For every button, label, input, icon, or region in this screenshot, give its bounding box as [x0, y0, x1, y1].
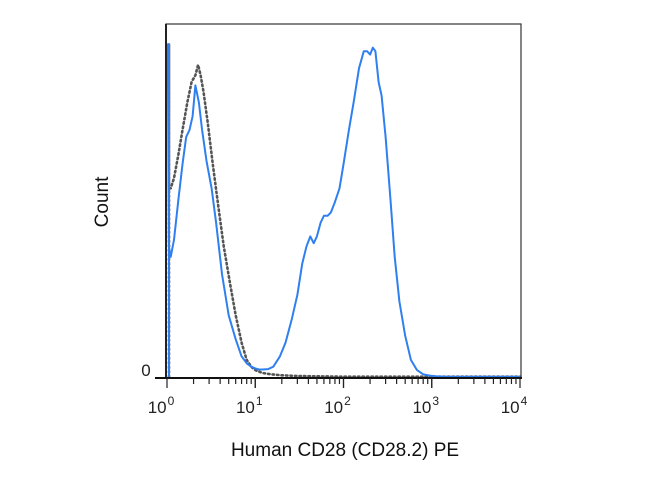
plot-frame	[165, 23, 522, 379]
x-tick-label: 102	[324, 394, 351, 417]
x-axis-tick-labels: 100 101 102 103 104	[148, 394, 528, 417]
x-tick-label: 104	[501, 394, 528, 417]
series-layer	[166, 43, 522, 379]
isotype-control-curve	[167, 43, 522, 379]
x-tick-label: 101	[236, 394, 263, 417]
x-axis-title: Human CD28 (CD28.2) PE	[231, 440, 459, 461]
x-tick-label: 103	[412, 394, 439, 417]
y-axis-title: Count	[92, 176, 113, 227]
y-tick-label-zero: 0	[141, 361, 150, 380]
stained-sample-curve	[166, 43, 520, 378]
x-tick-label: 100	[148, 394, 175, 417]
x-axis-ticks	[166, 378, 521, 388]
